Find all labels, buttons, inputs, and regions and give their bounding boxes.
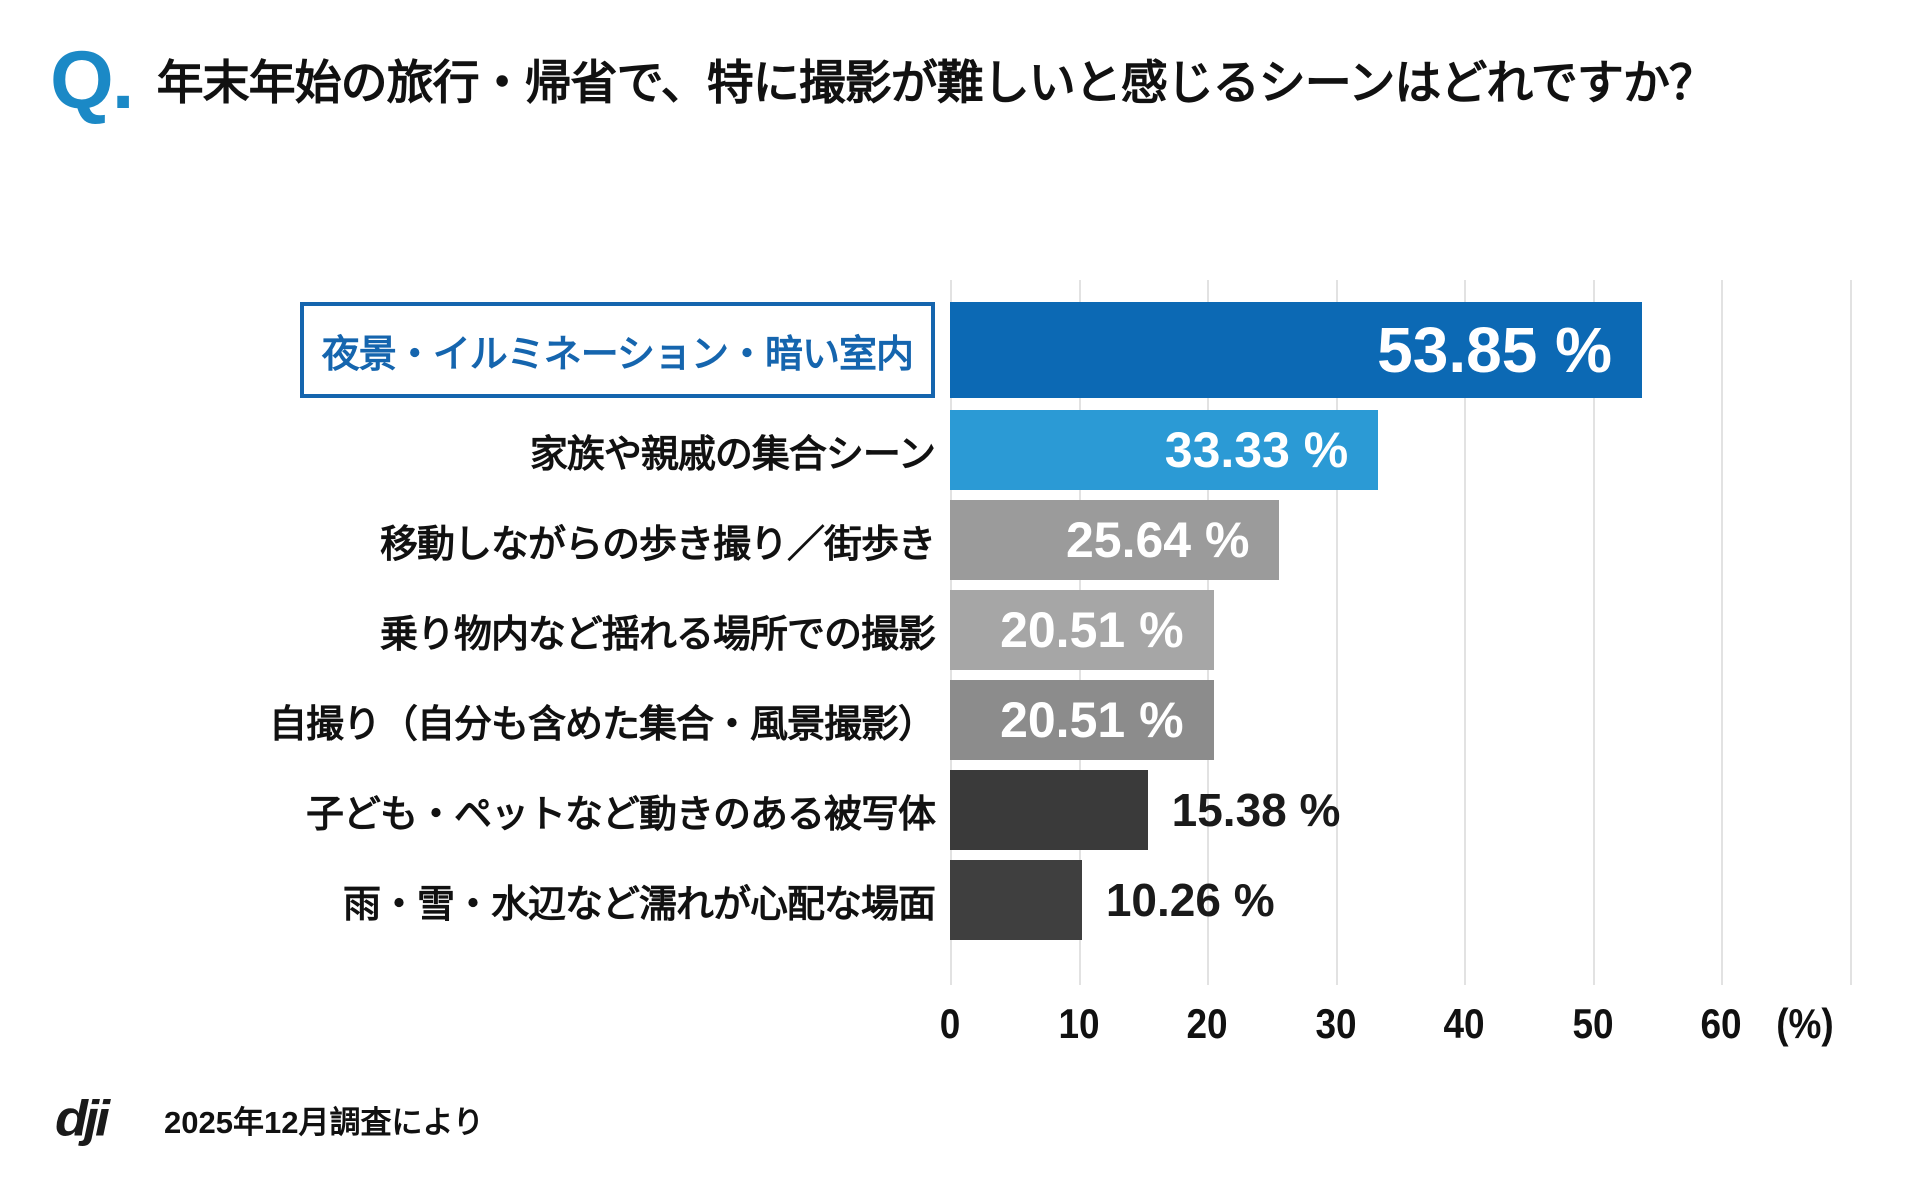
value-label: 20.51 %: [1000, 602, 1184, 658]
category-label: 夜景・イルミネーション・暗い室内: [0, 302, 935, 398]
category-label: 自撮り（自分も含めた集合・風景撮影）: [268, 703, 936, 746]
bar-cell: 33.33 %: [950, 410, 1920, 490]
bar-cell: 15.38 %: [950, 770, 1920, 850]
bar-row: 移動しながらの歩き撮り／街歩き 25.64 %: [0, 500, 1920, 580]
x-tick-label: 40: [1443, 1000, 1485, 1047]
bar-cell: 20.51 %: [950, 590, 1920, 670]
x-axis: 0 10 20 30 40 50 60 (%): [0, 1000, 1920, 1060]
category-label: 家族や親戚の集合シーン: [529, 433, 936, 476]
x-tick-label: 60: [1700, 1000, 1742, 1047]
gridline: [1464, 280, 1466, 985]
source-note: 2025年12月調査により: [164, 1104, 484, 1140]
bar: [950, 860, 1082, 940]
category-label: 移動しながらの歩き撮り／街歩き: [379, 523, 936, 566]
category-label: 子ども・ペットなど動きのある被写体: [305, 793, 936, 836]
bar-row: 家族や親戚の集合シーン 33.33 %: [0, 410, 1920, 490]
value-label: 15.38 %: [1171, 784, 1341, 836]
gridline: [1849, 280, 1852, 985]
bar-cell: 25.64 %: [950, 500, 1920, 580]
bar: 25.64 %: [950, 500, 1280, 580]
gridline: [1335, 280, 1338, 985]
bar: 20.51 %: [950, 590, 1214, 670]
bar: [950, 770, 1148, 850]
x-tick-label: 0: [939, 1000, 961, 1047]
bar: 53.85 %: [950, 302, 1642, 398]
bar-row: 乗り物内など揺れる場所での撮影 20.51 %: [0, 590, 1920, 670]
category-label: 雨・雪・水辺など濡れが心配な場面: [342, 883, 936, 926]
x-tick-label: 30: [1314, 1000, 1357, 1047]
x-tick-label: 10: [1057, 1000, 1100, 1047]
value-label: 25.64 %: [1065, 512, 1250, 568]
x-tick-label: 50: [1571, 1000, 1614, 1047]
gridline: [1721, 280, 1723, 985]
x-axis-unit: (%): [1776, 1000, 1834, 1047]
bar-cell: 53.85 %: [950, 302, 1920, 398]
bar-cell: 10.26 %: [950, 860, 1920, 940]
value-label: 53.85 %: [1377, 314, 1612, 386]
value-label: 10.26 %: [1105, 874, 1275, 926]
dji-logo: dji: [55, 1091, 110, 1147]
bar: 20.51 %: [950, 680, 1214, 760]
bar-row: 夜景・イルミネーション・暗い室内 53.85 %: [0, 302, 1920, 398]
x-tick-label: 20: [1186, 1000, 1228, 1047]
bar-chart: 夜景・イルミネーション・暗い室内 53.85 % 家族や親戚の集合シーン 33.33 …: [0, 302, 1920, 950]
bar-row: 自撮り（自分も含めた集合・風景撮影） 20.51 %: [0, 680, 1920, 760]
title-block: Q. 年末年始の旅行・帰省で、特に撮影が難しいと感じるシーンはどれですか？: [50, 35, 1716, 126]
page-title: 年末年始の旅行・帰省で、特に撮影が難しいと感じるシーンはどれですか？: [156, 56, 1716, 109]
bar: 33.33 %: [950, 410, 1379, 490]
bar-cell: 20.51 %: [950, 680, 1920, 760]
bar-row: 雨・雪・水辺など濡れが心配な場面 10.26 %: [0, 860, 1920, 940]
highlighted-category-box: 夜景・イルミネーション・暗い室内: [299, 302, 935, 398]
bar-row: 子ども・ペットなど動きのある被写体 15.38 %: [0, 770, 1920, 850]
category-label: 乗り物内など揺れる場所での撮影: [379, 613, 936, 656]
question-mark: Q.: [50, 35, 135, 126]
gridline: [1592, 280, 1595, 985]
footer: dji 2025年12月調査により: [55, 1092, 484, 1146]
value-label: 20.51 %: [1000, 692, 1184, 748]
value-label: 33.33 %: [1164, 422, 1349, 478]
